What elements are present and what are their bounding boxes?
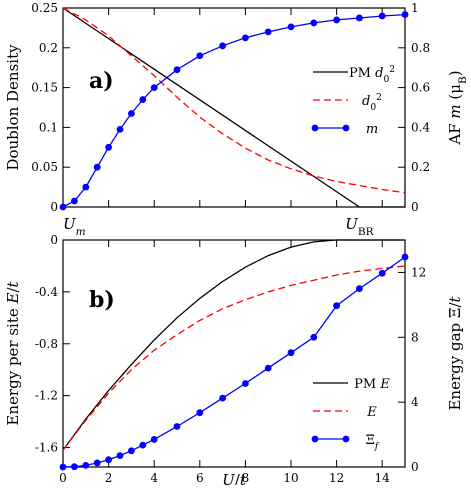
bottom-x-tick-label: 0 xyxy=(59,471,67,485)
bottom-left-tick-label: -1.2 xyxy=(35,389,58,403)
top-right-tick-label: 0.6 xyxy=(411,81,430,95)
bottom-panel-label: b) xyxy=(89,287,115,313)
bottom-right-axis-label: Energy gap Ξ/t xyxy=(446,296,464,411)
top-legend-label-0: PM d02 xyxy=(349,65,395,85)
bottom-series-marker-2 xyxy=(105,456,112,464)
top-right-tick-label: 0.4 xyxy=(411,120,430,134)
bottom-right-tick-label: 12 xyxy=(411,265,426,279)
top-series-marker-2 xyxy=(93,163,101,171)
top-series-marker-2 xyxy=(71,197,78,205)
top-series-marker-2 xyxy=(219,42,227,50)
top-plot-frame xyxy=(62,7,406,208)
bottom-plot-frame xyxy=(62,239,406,468)
top-series-marker-2 xyxy=(242,34,249,42)
bottom-x-tick-label: 8 xyxy=(242,471,250,485)
bottom-series-marker-2 xyxy=(219,394,227,402)
top-left-tick-label: 0 xyxy=(50,200,58,214)
top-series-marker-2 xyxy=(356,14,363,22)
top-series-marker-2 xyxy=(378,12,386,20)
bottom-series-marker-2 xyxy=(196,409,204,417)
bottom-series-marker-2 xyxy=(287,349,295,357)
bottom-series-marker-2 xyxy=(150,436,158,443)
top-right-tick-label: 0.8 xyxy=(411,41,430,55)
bottom-x-tick-label: 10 xyxy=(283,471,298,485)
bottom-series-marker-2 xyxy=(93,459,101,467)
top-series-marker-2 xyxy=(139,96,147,103)
bottom-series-marker-2 xyxy=(173,423,181,430)
bottom-series-marker-2 xyxy=(310,333,318,341)
bottom-series-marker-2 xyxy=(356,285,363,293)
bottom-series-marker-2 xyxy=(59,463,67,471)
bottom-series-marker-2 xyxy=(264,364,272,372)
bottom-left-tick-label: 0 xyxy=(50,233,58,247)
top-series-marker-2 xyxy=(116,125,124,133)
top-series-marker-2 xyxy=(196,52,204,60)
top-series-marker-2 xyxy=(310,19,318,27)
bottom-series-line-1 xyxy=(62,265,406,451)
bottom-series-marker-2 xyxy=(378,269,386,277)
bottom-right-tick-label: 8 xyxy=(411,330,419,344)
bottom-series-line-0 xyxy=(62,239,405,451)
top-x-annotation: UBR xyxy=(345,215,374,238)
bottom-series-marker-2 xyxy=(401,253,409,261)
top-series-marker-2 xyxy=(150,84,158,91)
top-right-axis-label: AF m (μB) xyxy=(446,70,469,145)
top-left-tick-label: 0.05 xyxy=(31,160,58,174)
bottom-x-axis-label: U/t xyxy=(222,471,247,485)
bottom-left-tick-label: -1.6 xyxy=(35,441,58,455)
top-legend-label-2: m xyxy=(366,122,378,137)
top-legend-marker-2 xyxy=(311,124,319,132)
bottom-right-tick-label: 4 xyxy=(411,395,419,409)
top-series-line-2 xyxy=(62,13,406,208)
bottom-series-marker-2 xyxy=(333,302,340,310)
bottom-x-tick-label: 14 xyxy=(375,471,391,485)
bottom-x-tick-label: 6 xyxy=(196,471,204,485)
top-legend-label-1: d02 xyxy=(362,93,382,113)
bottom-right-tick-label: 0 xyxy=(411,460,419,474)
bottom-series-marker-2 xyxy=(242,380,249,387)
top-series-marker-2 xyxy=(82,183,90,191)
bottom-legend-marker-2 xyxy=(311,435,319,443)
bottom-legend-label-2: Ξf xyxy=(366,433,380,452)
top-series-line-0 xyxy=(62,7,405,208)
top-series-marker-2 xyxy=(105,143,112,151)
bottom-legend-label-1: E xyxy=(366,405,377,420)
bottom-legend-label-0: PM E xyxy=(354,377,390,392)
bottom-series-marker-2 xyxy=(116,452,124,460)
bottom-x-tick-label: 12 xyxy=(329,471,344,485)
bottom-legend-marker-2 xyxy=(342,435,350,443)
top-right-tick-label: 0 xyxy=(411,200,419,214)
top-series-marker-2 xyxy=(287,23,295,31)
top-panel-label: a) xyxy=(89,68,114,94)
top-left-tick-label: 0.25 xyxy=(31,1,58,15)
bottom-left-tick-label: -0.8 xyxy=(35,337,58,351)
top-series-marker-2 xyxy=(127,110,135,117)
bottom-series-marker-2 xyxy=(127,447,135,455)
bottom-series-marker-2 xyxy=(71,463,78,471)
top-left-tick-label: 0.1 xyxy=(39,120,58,134)
top-legend-marker-2 xyxy=(342,124,350,132)
top-series-line-1 xyxy=(62,7,406,194)
top-left-tick-label: 0.2 xyxy=(39,41,58,55)
top-left-axis-label: Doublon Density xyxy=(4,44,22,171)
top-right-tick-label: 1 xyxy=(411,1,419,15)
top-series-marker-2 xyxy=(59,203,67,211)
top-series-marker-2 xyxy=(401,11,409,18)
bottom-left-tick-label: -0.4 xyxy=(35,285,59,299)
top-series-marker-2 xyxy=(264,28,272,36)
bottom-series-marker-2 xyxy=(82,461,90,469)
top-series-marker-2 xyxy=(173,66,181,74)
bottom-series-marker-2 xyxy=(139,441,147,449)
bottom-left-axis-label: Energy per site E/t xyxy=(4,280,22,425)
top-right-tick-label: 0.2 xyxy=(411,160,430,174)
top-x-annotation: Um xyxy=(63,215,86,238)
bottom-x-tick-label: 2 xyxy=(105,471,113,485)
top-left-tick-label: 0.15 xyxy=(31,81,58,95)
top-series-marker-2 xyxy=(333,16,340,24)
bottom-x-tick-label: 4 xyxy=(150,471,158,485)
